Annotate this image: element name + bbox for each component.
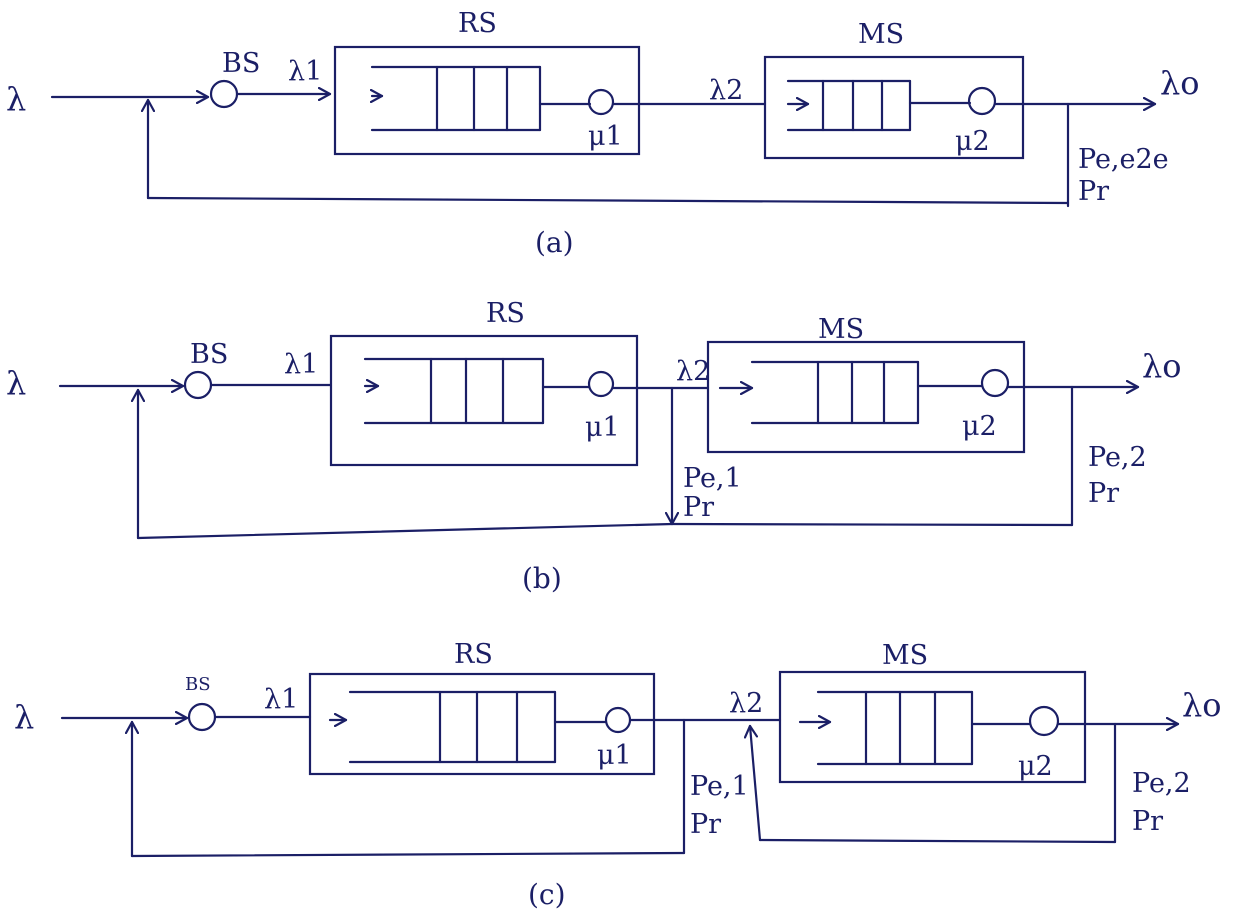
- pr-label: Pr: [1078, 176, 1109, 207]
- stage1-feedback-line: [130, 851, 686, 858]
- pr-label: Pr: [1132, 806, 1163, 837]
- rs-server: [587, 370, 615, 398]
- stage2-feedback-return-arrow: [750, 724, 762, 842]
- diagram-b: λ BS λ1 RS μ1 λ2 Pe,1 Pr MS μ2: [6, 298, 1182, 595]
- pr-label: Pr: [1088, 478, 1119, 509]
- caption-a: (a): [535, 226, 574, 259]
- lambda2-label: λ2: [729, 688, 763, 719]
- lambda1-label: λ1: [284, 349, 318, 380]
- feedback-line: [136, 522, 674, 540]
- ms-label: MS: [858, 19, 904, 50]
- arrival-rate-label: λ: [14, 698, 34, 736]
- ms-box: [763, 55, 1025, 160]
- ms-server: [967, 86, 997, 116]
- mu1-label: μ1: [588, 121, 623, 152]
- mu2-label: μ2: [1018, 751, 1053, 782]
- mu2-label: μ2: [955, 126, 990, 157]
- ms-box: [706, 340, 1026, 454]
- caption-b: (b): [522, 562, 562, 595]
- lambda2-label: λ2: [676, 356, 710, 387]
- lambda1-label: λ1: [288, 56, 322, 87]
- arrival-rate-label: λ: [6, 80, 26, 118]
- bs-server: [187, 702, 217, 732]
- rs-label: RS: [458, 8, 497, 39]
- bs-server: [209, 79, 239, 109]
- ms-server: [980, 368, 1010, 398]
- lambda0-label: λo: [1182, 686, 1222, 724]
- mu1-label: μ1: [585, 412, 620, 443]
- rs-box: [333, 45, 641, 156]
- lambda0-label: λo: [1142, 347, 1182, 385]
- bs-server: [183, 370, 213, 400]
- mu1-label: μ1: [597, 740, 632, 771]
- ms-server: [1028, 705, 1060, 737]
- lambda0-label: λo: [1160, 64, 1200, 102]
- bs-label: BS: [222, 48, 260, 79]
- rs-label: RS: [486, 298, 525, 329]
- diagram-c: λ BS λ1 RS μ1 λ2 Pe,1 Pr MS: [14, 639, 1222, 911]
- feedback-line: [146, 196, 1070, 205]
- pe-2-label: Pe,2: [1132, 768, 1191, 799]
- pe-e2e-label: Pe,e2e: [1078, 144, 1169, 175]
- ms-box: [778, 670, 1087, 784]
- mu2-label: μ2: [962, 411, 997, 442]
- bs-label: BS: [190, 339, 228, 370]
- rs-server: [587, 88, 615, 116]
- pr-label: Pr: [690, 809, 721, 840]
- arrival-rate-label: λ: [6, 364, 26, 402]
- bs-label: BS: [185, 674, 211, 695]
- ms-label: MS: [818, 314, 864, 345]
- pr-label: Pr: [683, 492, 714, 523]
- pe-2-label: Pe,2: [1088, 442, 1147, 473]
- pe-1-label: Pe,1: [690, 771, 749, 802]
- rs-label: RS: [454, 639, 493, 670]
- caption-c: (c): [528, 878, 566, 911]
- lambda1-label: λ1: [264, 684, 298, 715]
- rs-server: [604, 706, 632, 734]
- diagram-a: λ BS λ1 RS μ1 λ2 MS μ2 λo: [6, 8, 1200, 259]
- rs-box: [329, 334, 639, 467]
- rs-box: [308, 672, 656, 776]
- ms-label: MS: [882, 640, 928, 671]
- stage2-feedback-join: [670, 522, 1074, 527]
- lambda2-label: λ2: [709, 75, 743, 106]
- stage2-feedback-line: [758, 838, 1117, 844]
- pe-1-label: Pe,1: [683, 463, 742, 494]
